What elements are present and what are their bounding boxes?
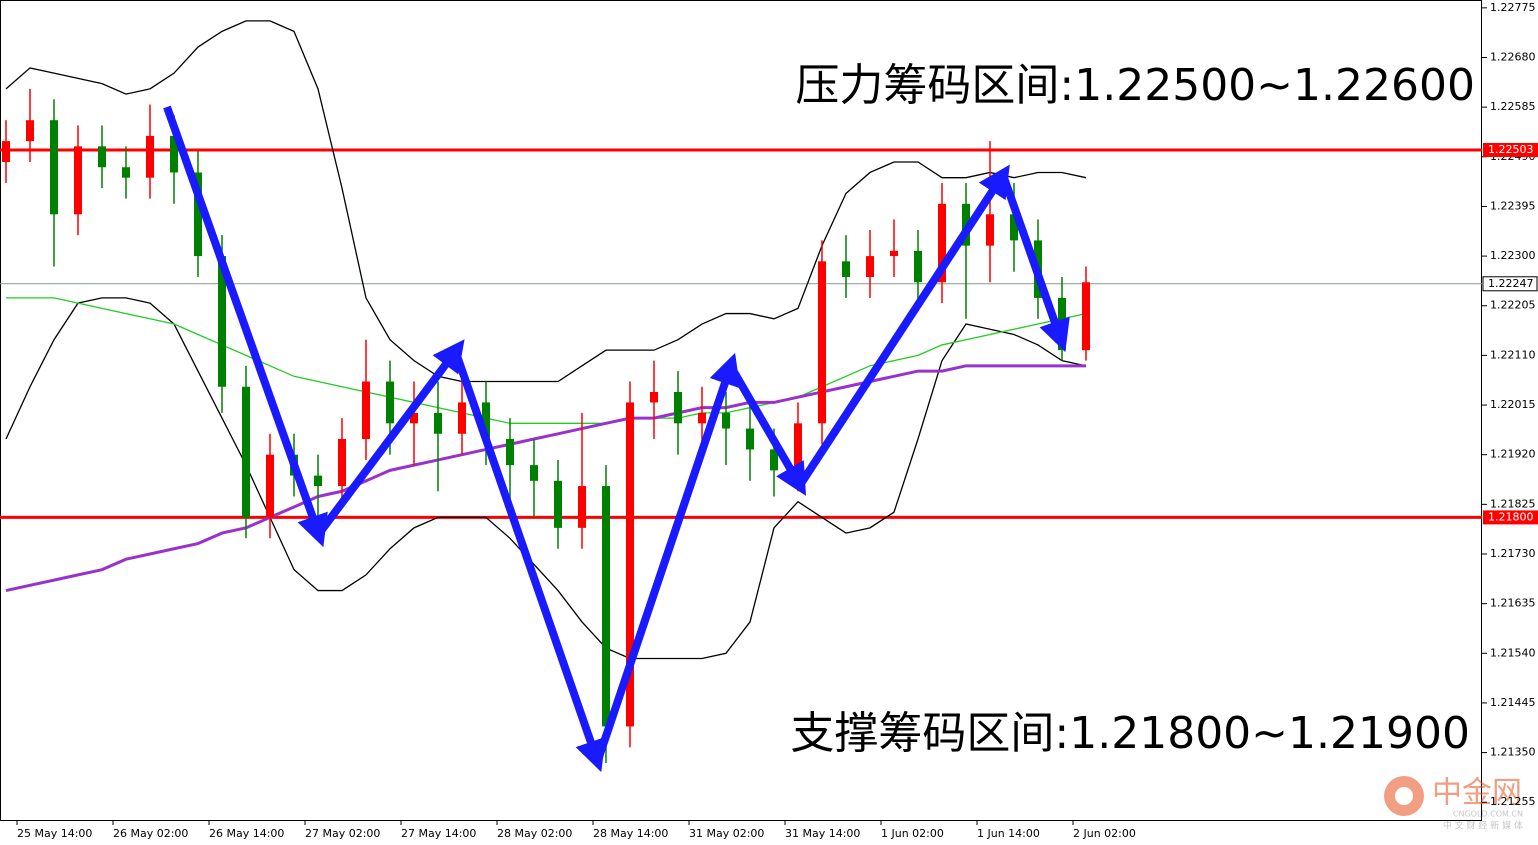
x-tick-label: 25 May 14:00 [17,827,92,840]
x-tick-label: 1 Jun 02:00 [881,827,944,840]
candle-body [554,480,562,528]
y-tick-label: 1.22110 [1490,348,1536,361]
candle-body [602,486,610,727]
y-tick-label: 1.22775 [1490,1,1536,14]
candle-body [1082,282,1090,351]
candle-body [74,146,82,215]
candle-body [362,381,370,440]
y-tick-label: 1.21350 [1490,746,1536,759]
candle-body [530,465,538,481]
y-tick-label: 1.21445 [1490,696,1536,709]
y-tick-label: 1.22300 [1490,249,1536,262]
x-tick-label: 1 Jun 14:00 [977,827,1040,840]
candle-body [794,423,802,471]
candle-body [410,412,418,424]
y-tick-label: 1.21540 [1490,646,1536,659]
trend-arrows [163,105,1070,773]
current-price-label: 1.22247 [1488,277,1534,290]
candle-body [506,439,514,466]
candle-body [866,256,874,277]
y-tick-label: 1.22015 [1490,398,1536,411]
candle-body [458,402,466,434]
y-tick-label: 1.22205 [1490,299,1536,312]
candle-body [578,486,586,528]
candle-body [266,454,274,518]
watermark-logo: 中金网 [1432,776,1522,811]
indicator-line [6,297,1087,424]
candle-body [1010,214,1018,241]
candle-body [818,261,826,424]
indicator-line [5,20,1087,383]
candle-body [650,391,658,403]
y-tick-label: 1.21730 [1490,547,1536,560]
candle-body [938,203,946,283]
candle-body [746,428,754,450]
current-price-box [1482,276,1538,292]
x-tick-label: 27 May 14:00 [401,827,476,840]
candle-body [122,167,130,178]
candle-body [314,475,322,487]
candle-body [242,386,250,518]
candle-body [50,120,58,215]
resistance-annotation: 压力筹码区间:1.22500~1.22600 [795,60,1475,111]
level-box [1483,142,1538,157]
x-tick-label: 27 May 02:00 [305,827,380,840]
candle-body [170,135,178,173]
candle-body [338,439,346,487]
indicator-line [5,364,1086,593]
candle-body [842,261,850,277]
y-tick-label: 1.22585 [1490,100,1536,113]
candle-body [674,391,682,424]
candle-body [26,120,34,142]
x-tick-label: 28 May 14:00 [593,827,668,840]
level-label: 1.22503 [1488,143,1534,156]
candle-body [146,135,154,178]
x-tick-label: 31 May 14:00 [785,827,860,840]
candle-body [722,412,730,429]
x-tick-label: 26 May 02:00 [113,827,188,840]
support-annotation: 支撑筹码区间:1.21800~1.21900 [790,708,1470,759]
candle-body [698,412,706,424]
candle-body [626,402,634,727]
candle-body [482,402,490,440]
y-tick-label: 1.22680 [1490,50,1536,63]
candle-body [218,256,226,387]
y-tick-label: 1.21635 [1490,597,1536,610]
candle-body [914,250,922,283]
indicator-line [5,297,1087,660]
y-tick-label: 1.21825 [1490,497,1536,510]
x-tick-label: 26 May 14:00 [209,827,284,840]
candle-body [890,250,898,257]
level-label: 1.21800 [1488,510,1534,523]
watermark: 中金网 CNGOLD.COM.CN 中 文 财 经 新 媒 体 [1384,776,1523,832]
candle-body [434,412,442,434]
candle-body [386,381,394,424]
candle-body [194,172,202,257]
y-tick-label: 1.21920 [1490,448,1536,461]
x-tick-label: 31 May 02:00 [689,827,764,840]
candle-body [986,214,994,246]
watermark-url: CNGOLD.COM.CN [1453,810,1523,819]
x-tick-label: 2 Jun 02:00 [1073,827,1136,840]
x-tick-label: 28 May 02:00 [497,827,572,840]
y-tick-label: 1.22395 [1490,199,1536,212]
candle-body [770,449,778,471]
candle-body [98,146,106,168]
y-tick-label: 1.21255 [1490,795,1536,808]
level-box [1483,510,1538,525]
watermark-slogan: 中 文 财 经 新 媒 体 [1443,820,1523,832]
candle-body [2,141,10,163]
